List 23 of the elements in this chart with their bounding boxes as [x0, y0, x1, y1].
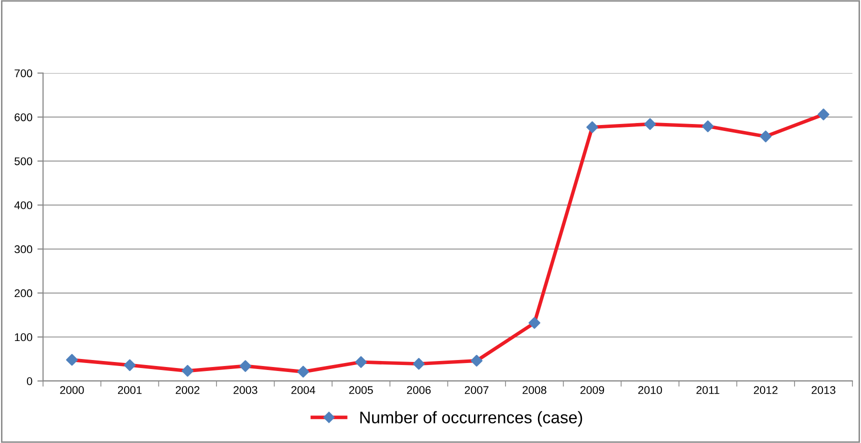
y-tick-label: 700 — [14, 69, 32, 78]
x-tick-label: 2013 — [812, 386, 836, 394]
y-tick-label: 0 — [26, 377, 32, 386]
y-tick-label: 200 — [14, 289, 32, 298]
x-tick-label: 2009 — [580, 386, 604, 394]
x-tick-label: 2008 — [522, 386, 546, 394]
y-tick-label: 500 — [14, 157, 32, 166]
x-tick-label: 2012 — [754, 386, 778, 394]
x-tick-label: 2011 — [696, 386, 720, 394]
y-tick-label: 400 — [14, 201, 32, 210]
x-tick-label: 2006 — [407, 386, 431, 394]
x-tick-label: 2001 — [118, 386, 142, 394]
x-tick-label: 2007 — [464, 386, 488, 394]
legend-label: Number of occurrences (case) — [360, 411, 582, 427]
x-tick-label: 2010 — [638, 386, 662, 394]
x-tick-label: 2002 — [176, 386, 200, 394]
x-tick-label: 2003 — [234, 386, 258, 394]
y-tick-label: 600 — [14, 113, 32, 122]
y-tick-label: 100 — [14, 333, 32, 342]
x-tick-label: 2000 — [60, 386, 84, 394]
x-tick-label: 2004 — [291, 386, 316, 394]
x-tick-label: 2005 — [349, 386, 373, 394]
y-tick-label: 300 — [14, 245, 32, 254]
